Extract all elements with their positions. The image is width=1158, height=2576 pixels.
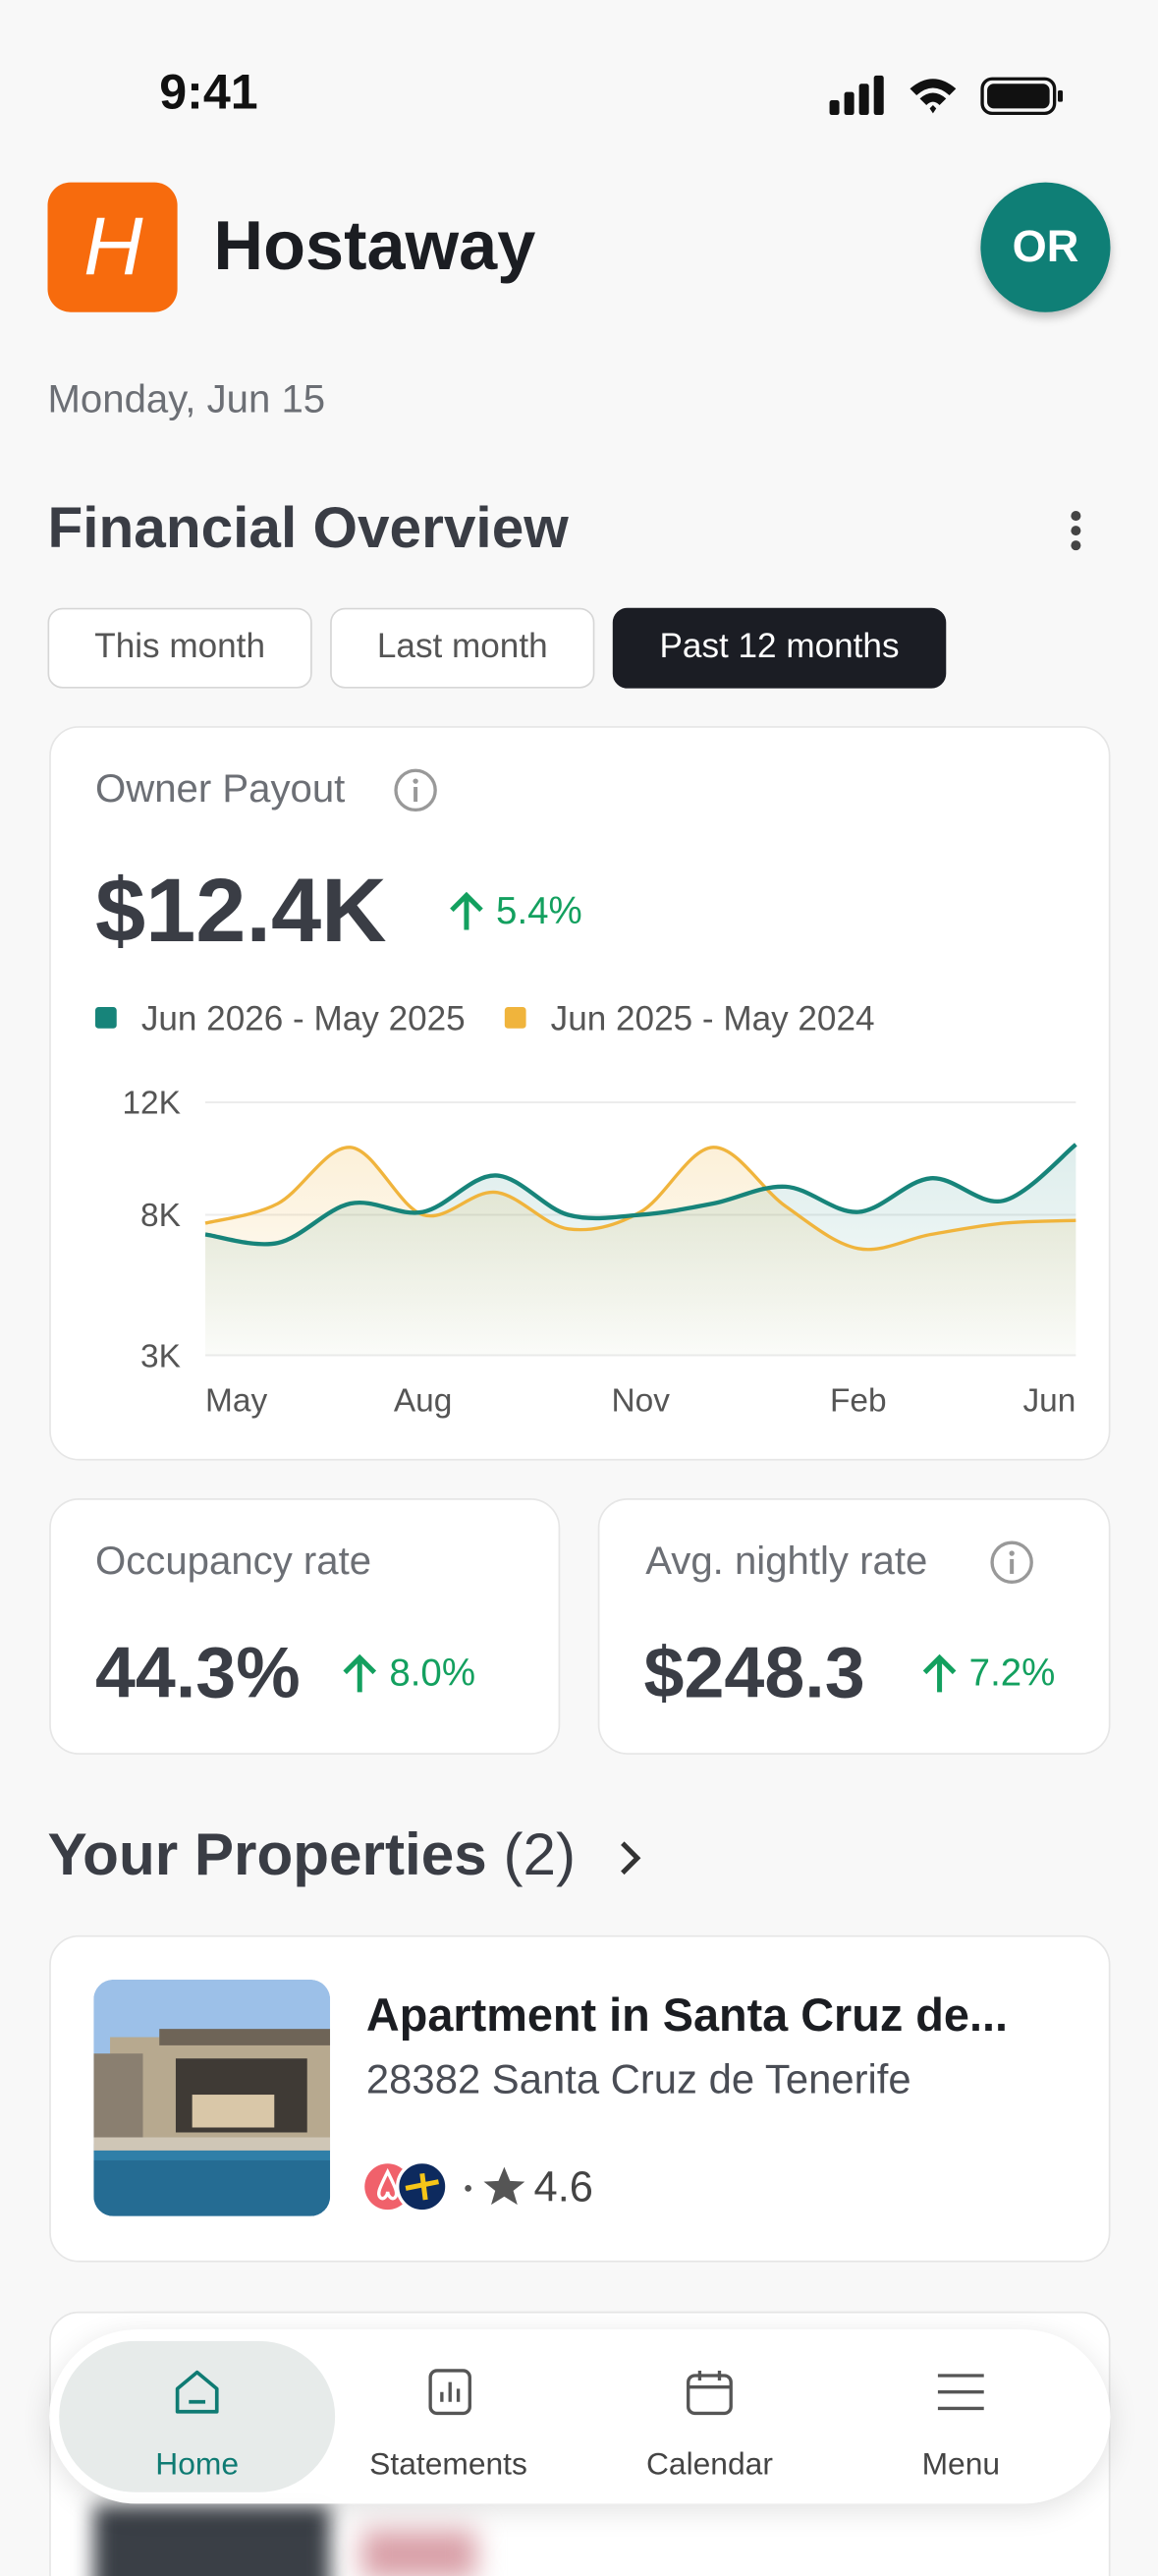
- tab-highlight: [59, 2340, 336, 2492]
- menu-icon[interactable]: [936, 2371, 985, 2413]
- x-tick-label: May: [205, 1382, 267, 1419]
- info-icon[interactable]: [393, 767, 439, 813]
- properties-title: Your Properties (2): [47, 1820, 576, 1889]
- x-tick-label: Feb: [830, 1382, 887, 1419]
- up-arrow: [922, 1653, 957, 1693]
- blur-shape: [360, 2530, 476, 2576]
- legend-swatch: [504, 1007, 526, 1029]
- stat-card: [49, 1498, 561, 1755]
- stat-label: Avg. nightly rate: [645, 1539, 928, 1584]
- statements-icon[interactable]: [425, 2368, 474, 2417]
- area: [205, 1144, 1076, 1356]
- x-tick-label: Aug: [394, 1382, 453, 1419]
- stat-label: Occupancy rate: [94, 1539, 372, 1584]
- property-address: 28382 Santa Cruz de Tenerife: [365, 2056, 911, 2103]
- avatar[interactable]: OR: [980, 182, 1111, 312]
- tab[interactable]: This month: [47, 607, 312, 689]
- info-icon[interactable]: [989, 1540, 1035, 1586]
- calendar-icon[interactable]: [685, 2368, 734, 2417]
- svg-text:H: H: [83, 199, 143, 292]
- stat-change: 7.2%: [968, 1651, 1056, 1695]
- property-image-peek: [93, 2505, 331, 2576]
- property-image: [93, 1979, 331, 2216]
- line: [204, 1146, 1076, 1252]
- payout-label: Owner Payout: [94, 766, 346, 812]
- properties-title-text: Your Properties: [47, 1820, 487, 1888]
- stat-value: 44.3%: [94, 1633, 301, 1714]
- status-time: 9:41: [159, 65, 258, 121]
- stat-value: $248.3: [643, 1633, 865, 1714]
- channel-icons: [364, 2159, 525, 2213]
- stat-card: [597, 1498, 1111, 1755]
- line: [204, 1143, 1077, 1247]
- stat-change: 8.0%: [389, 1651, 476, 1695]
- x-tick-label: Jun: [1022, 1382, 1075, 1419]
- home-icon[interactable]: [173, 2368, 222, 2417]
- nav-item[interactable]: Home: [155, 2447, 240, 2483]
- app-name: Hostaway: [213, 206, 536, 285]
- tab[interactable]: Last month: [330, 607, 595, 689]
- y-tick-label: 8K: [140, 1198, 181, 1234]
- more-button[interactable]: [1060, 509, 1092, 555]
- up-arrow: [343, 1653, 377, 1693]
- x-tick-label: Nov: [611, 1382, 670, 1419]
- section-title: Financial Overview: [47, 496, 569, 561]
- up-arrow: [450, 891, 483, 930]
- nav-item[interactable]: Calendar: [645, 2447, 773, 2483]
- nav-item[interactable]: Menu: [921, 2447, 1001, 2483]
- date: Monday, Jun 15: [47, 377, 326, 422]
- y-tick-label: 12K: [122, 1086, 181, 1122]
- properties-count: (2): [503, 1820, 577, 1888]
- nav-item[interactable]: Statements: [369, 2447, 527, 2483]
- legend-label: Jun 2025 - May 2024: [551, 999, 875, 1037]
- chart: 3K 8K 12K May Aug Nov Feb Jun Jun 2026 - May 202…: [94, 999, 1077, 1419]
- property-name: Apartment in Santa Cruz de...: [365, 1989, 1008, 2041]
- status-icons: [829, 75, 1064, 116]
- legend-swatch: [94, 1007, 117, 1029]
- app-logo: H: [47, 182, 178, 312]
- payout-value: $12.4K: [94, 859, 387, 962]
- legend-label: Jun 2026 - May 2025: [141, 999, 466, 1037]
- y-tick-label: 3K: [140, 1338, 181, 1374]
- tab-active[interactable]: Past 12 months: [612, 607, 947, 689]
- payout-change: 5.4%: [496, 888, 582, 932]
- chevron[interactable]: [614, 1837, 646, 1879]
- property-rating: 4.6: [533, 2161, 593, 2212]
